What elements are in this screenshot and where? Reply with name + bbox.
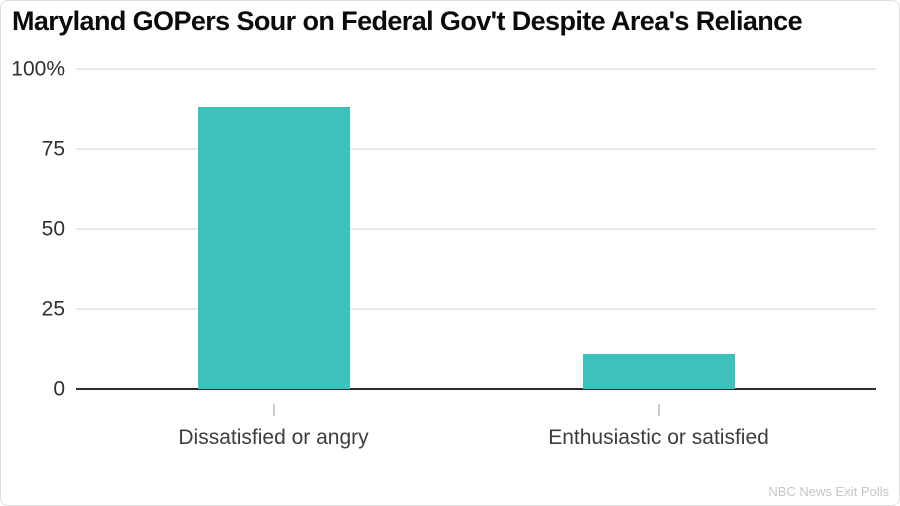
source-credit: NBC News Exit Polls: [768, 484, 889, 499]
x-tick-2: [657, 404, 660, 416]
bar-slot-2: Enthusiastic or satisfied: [466, 69, 851, 448]
x-tick-1: [272, 404, 275, 416]
bars-layer: Dissatisfied or angry Enthusiastic or sat…: [81, 69, 851, 448]
bar-2: [582, 353, 735, 389]
gridline-25: 25: [42, 299, 876, 320]
y-tick-label-25: 25: [41, 297, 65, 321]
gridlines-layer: 100% 75 50 25 0: [11, 59, 876, 400]
gridline-75: 75: [42, 139, 876, 160]
x-category-label-1: Dissatisfied or angry: [178, 426, 369, 449]
x-category-label-2: Enthusiastic or satisfied: [548, 426, 769, 449]
y-tick-label-50: 50: [41, 217, 65, 241]
y-tick-label-75: 75: [41, 137, 65, 161]
bar-1: [197, 107, 350, 389]
y-tick-label-100: 100%: [11, 57, 65, 81]
y-tick-label-0: 0: [53, 377, 65, 401]
chart-title: Maryland GOPers Sour on Federal Gov't De…: [12, 6, 803, 36]
gridline-50: 50: [42, 219, 876, 240]
gridline-100: 100%: [11, 59, 876, 80]
plot-area: 100% 75 50 25 0 Dissatisfied or angry Enthusi…: [11, 59, 876, 448]
x-axis-baseline: 0: [53, 379, 876, 400]
bar-slot-1: Dissatisfied or angry: [81, 69, 466, 448]
